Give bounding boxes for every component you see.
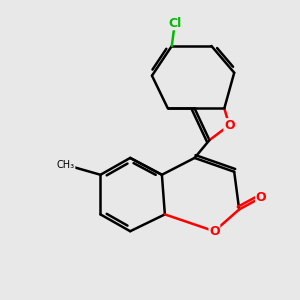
- Text: CH₃: CH₃: [57, 160, 75, 170]
- Text: Cl: Cl: [168, 17, 182, 30]
- Text: O: O: [256, 191, 266, 204]
- Text: O: O: [224, 119, 235, 132]
- Text: O: O: [209, 225, 220, 238]
